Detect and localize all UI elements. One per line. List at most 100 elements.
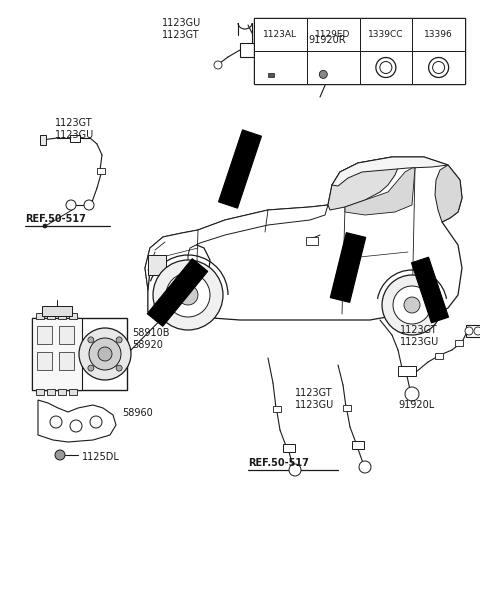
Bar (283, 444, 295, 452)
Polygon shape (330, 233, 366, 302)
Bar (240, 43, 265, 57)
Text: 1123GT: 1123GT (400, 325, 438, 335)
Circle shape (432, 62, 444, 74)
Circle shape (380, 62, 392, 74)
Circle shape (55, 450, 65, 460)
Bar (254, 18, 307, 51)
Bar (466, 325, 480, 337)
Circle shape (116, 337, 122, 343)
Bar (322, 77, 330, 83)
Circle shape (334, 40, 342, 48)
Text: 1123GT: 1123GT (55, 118, 93, 128)
Bar (307, 51, 360, 84)
Text: 58960: 58960 (122, 408, 153, 418)
Bar (47, 389, 55, 395)
Circle shape (50, 416, 62, 428)
Circle shape (43, 224, 47, 228)
Bar (435, 353, 443, 359)
Circle shape (98, 347, 112, 361)
Text: 1123GU: 1123GU (55, 130, 94, 140)
Bar (47, 313, 55, 319)
Text: 91920R: 91920R (308, 35, 346, 45)
Circle shape (405, 387, 419, 401)
Polygon shape (411, 257, 448, 323)
Circle shape (319, 71, 327, 78)
Bar (32, 318, 127, 390)
Circle shape (376, 57, 396, 78)
Circle shape (66, 200, 76, 210)
Bar (58, 313, 66, 319)
Polygon shape (332, 157, 448, 186)
Text: REF.50-517: REF.50-517 (248, 458, 309, 468)
Polygon shape (345, 168, 415, 215)
Bar (97, 168, 105, 174)
Bar (360, 18, 412, 51)
Text: 58910B: 58910B (132, 328, 169, 338)
Circle shape (89, 338, 121, 370)
Text: 58920: 58920 (132, 340, 163, 350)
Circle shape (429, 57, 449, 78)
Circle shape (178, 285, 198, 305)
Bar (398, 366, 416, 376)
Bar (59, 352, 74, 370)
Text: 1123GU: 1123GU (162, 18, 201, 28)
Bar (260, 47, 268, 53)
Text: 1123GU: 1123GU (295, 400, 334, 410)
Circle shape (474, 327, 480, 335)
Bar (325, 37, 345, 51)
Polygon shape (435, 165, 462, 222)
Circle shape (382, 275, 442, 335)
Bar (273, 406, 281, 412)
Circle shape (84, 200, 94, 210)
Circle shape (70, 420, 82, 432)
Bar (36, 389, 44, 395)
Bar (59, 326, 74, 344)
Bar (70, 135, 80, 142)
Bar (412, 51, 465, 84)
Bar (455, 340, 463, 346)
Text: 1123GT: 1123GT (295, 388, 333, 398)
Bar (69, 313, 77, 319)
Text: 1339CC: 1339CC (368, 30, 404, 39)
Bar (307, 18, 360, 51)
Circle shape (88, 337, 94, 343)
Bar (306, 237, 318, 245)
Text: 13396: 13396 (424, 30, 453, 39)
Text: 1129ED: 1129ED (315, 30, 351, 39)
Polygon shape (328, 157, 400, 210)
Circle shape (359, 461, 371, 473)
Circle shape (79, 328, 131, 380)
Bar (37, 326, 52, 344)
Text: 1123AL: 1123AL (264, 30, 298, 39)
Text: REF.50-517: REF.50-517 (25, 214, 86, 224)
Bar (343, 405, 351, 411)
Circle shape (153, 260, 223, 330)
Circle shape (166, 273, 210, 317)
Bar (412, 18, 465, 51)
Text: 1125DL: 1125DL (82, 452, 120, 462)
Bar (69, 389, 77, 395)
Bar (42, 306, 72, 316)
Circle shape (393, 286, 431, 324)
Bar (58, 389, 66, 395)
Bar (148, 255, 166, 275)
Bar (40, 135, 46, 145)
Polygon shape (218, 130, 262, 208)
Circle shape (465, 327, 473, 335)
Bar (32, 318, 82, 390)
Text: 1123GT: 1123GT (162, 30, 200, 40)
Bar (36, 313, 44, 319)
Polygon shape (147, 259, 208, 326)
Circle shape (289, 464, 301, 476)
Polygon shape (38, 400, 116, 442)
Circle shape (90, 416, 102, 428)
Bar (37, 352, 52, 370)
Text: 1123GU: 1123GU (400, 337, 439, 347)
Circle shape (214, 61, 222, 69)
Bar (352, 441, 364, 449)
Circle shape (88, 365, 94, 371)
Circle shape (404, 297, 420, 313)
Text: 91920L: 91920L (398, 400, 434, 410)
Bar (360, 51, 412, 84)
Circle shape (116, 365, 122, 371)
